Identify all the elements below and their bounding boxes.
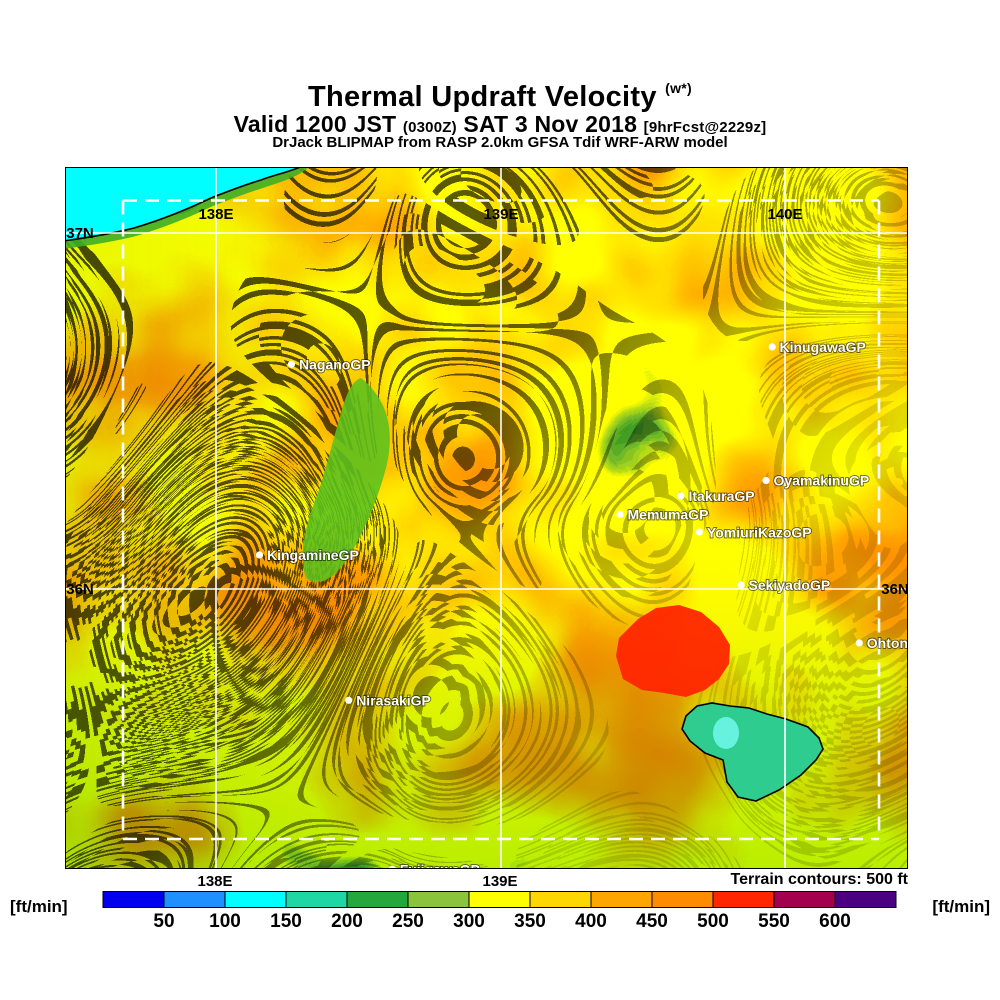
svg-text:KingamineGP: KingamineGP: [267, 547, 359, 563]
svg-text:36N: 36N: [881, 581, 908, 598]
svg-text:138E: 138E: [198, 206, 233, 223]
svg-text:150: 150: [270, 911, 302, 932]
svg-text:SekiyadoGP: SekiyadoGP: [749, 577, 831, 593]
svg-text:[ft/min]: [ft/min]: [10, 897, 68, 916]
svg-text:350: 350: [514, 911, 546, 932]
svg-text:100: 100: [209, 911, 241, 932]
svg-text:140E: 140E: [767, 206, 802, 223]
svg-text:300: 300: [453, 911, 485, 932]
svg-text:NirasakiGP: NirasakiGP: [356, 693, 431, 709]
svg-text:ItakuraGP: ItakuraGP: [689, 488, 755, 504]
svg-text:600: 600: [819, 911, 851, 932]
svg-text:450: 450: [636, 911, 668, 932]
svg-text:OhtoneGP: OhtoneGP: [867, 635, 908, 651]
svg-text:36N: 36N: [66, 581, 94, 598]
svg-text:550: 550: [758, 911, 790, 932]
svg-text:[ft/min]: [ft/min]: [932, 897, 990, 916]
svg-text:NaganoGP: NaganoGP: [299, 357, 371, 373]
svg-text:OyamakinuGP: OyamakinuGP: [774, 473, 870, 489]
svg-text:139E: 139E: [483, 206, 518, 223]
svg-text:37N: 37N: [66, 225, 94, 242]
svg-text:50: 50: [153, 911, 174, 932]
svg-text:FujigawaGP: FujigawaGP: [400, 862, 480, 869]
svg-text:KinugawaGP: KinugawaGP: [780, 339, 866, 355]
svg-text:MemumaGP: MemumaGP: [628, 507, 709, 523]
svg-text:500: 500: [697, 911, 729, 932]
svg-text:250: 250: [392, 911, 424, 932]
svg-text:200: 200: [331, 911, 363, 932]
svg-text:400: 400: [575, 911, 607, 932]
svg-text:YomiuriKazoGP: YomiuriKazoGP: [707, 524, 812, 540]
